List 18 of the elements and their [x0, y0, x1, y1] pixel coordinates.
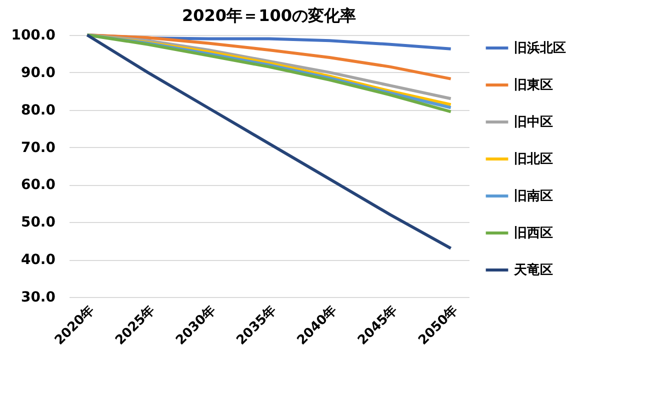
y-tick-label: 60.0: [20, 177, 56, 194]
legend-label: 旧西区: [514, 226, 553, 241]
legend-label: 旧中区: [514, 115, 553, 130]
chart-title: 2020年＝100の変化率: [182, 6, 356, 25]
legend-label: 旧東区: [514, 78, 553, 93]
y-tick-label: 50.0: [20, 214, 56, 231]
y-tick-label: 70.0: [20, 140, 56, 156]
y-tick-label: 100.0: [11, 28, 56, 44]
line-series: [86, 34, 452, 250]
line-series: [86, 34, 452, 80]
legend-label: 旧北区: [514, 152, 553, 167]
legend-label: 天竜区: [513, 262, 553, 278]
y-tick-label: 30.0: [20, 290, 56, 306]
y-tick-label: 80.0: [20, 102, 56, 118]
y-tick-label: 90.0: [20, 64, 56, 81]
legend-label: 旧南区: [514, 189, 553, 204]
legend-label: 旧浜北区: [514, 40, 566, 56]
y-tick-label: 40.0: [20, 252, 56, 268]
